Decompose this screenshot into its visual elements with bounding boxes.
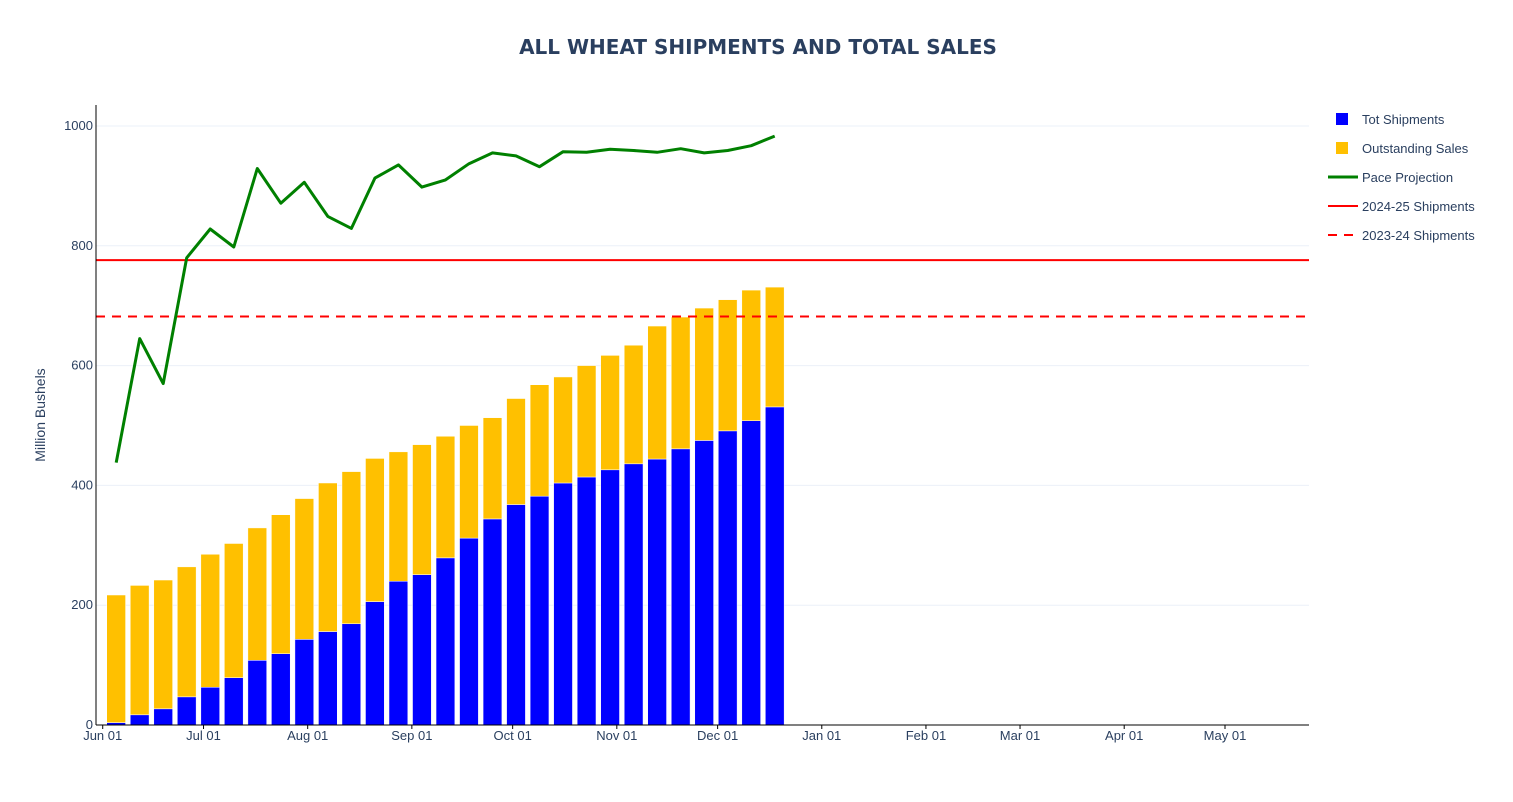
bar-tot-shipments [247,660,267,726]
bar-outstanding-sales [130,585,150,716]
bar-tot-shipments [482,518,503,726]
bar-tot-shipments [623,463,644,726]
x-tick-label: Feb 01 [906,728,946,743]
series-lines [114,134,776,463]
axes: 0 200 400 600 800 1000 Jun 01 Jul 01 Aug 01 Sep 0… [64,105,1309,743]
bar-tot-shipments [459,537,479,726]
bar-outstanding-sales [224,543,244,678]
x-tick-label: Jul 01 [186,728,221,743]
legend-label: 2024-25 Shipments [1362,199,1475,214]
chart-title: ALL WHEAT SHIPMENTS AND TOTAL SALES [519,35,997,59]
x-tick-label: Jan 01 [802,728,841,743]
bar-tot-shipments [529,495,550,726]
bar-tot-shipments [435,557,456,726]
bar-outstanding-sales [576,365,597,478]
x-tick-label: May 01 [1204,728,1247,743]
y-tick-label: 400 [71,477,93,492]
bar-tot-shipments [224,677,244,726]
bar-tot-shipments [553,482,573,726]
bar-outstanding-sales [741,289,761,421]
bar-outstanding-sales [388,451,409,582]
y-axis-label: Million Bushels [32,368,48,461]
x-tick-label: Oct 01 [494,728,532,743]
bar-outstanding-sales [459,425,479,539]
y-tick-label: 600 [71,358,93,373]
x-tick-label: Aug 01 [287,728,328,743]
bar-outstanding-sales [341,471,362,625]
bar-outstanding-sales [200,554,220,688]
bar-tot-shipments [506,504,526,726]
bar-outstanding-sales [671,316,691,450]
y-tick-label: 1000 [64,118,93,133]
bar-outstanding-sales [412,444,432,575]
bar-tot-shipments [130,714,150,726]
legend-label: Tot Shipments [1362,112,1445,127]
bar-tot-shipments [388,580,409,726]
bar-tot-shipments [718,430,738,726]
bar-outstanding-sales [623,344,644,465]
bar-outstanding-sales [177,566,197,698]
bar-outstanding-sales [553,376,573,484]
bar-outstanding-sales [294,498,314,640]
bar-tot-shipments [153,708,173,726]
bar-tot-shipments [694,440,714,726]
bar-outstanding-sales [271,514,291,654]
bar-outstanding-sales [694,307,714,441]
x-tick-label: Dec 01 [697,728,738,743]
legend: Tot Shipments Outstanding Sales Pace Proje… [1328,112,1475,243]
y-tick-label: 800 [71,238,93,253]
bar-tot-shipments [412,574,432,726]
bar-outstanding-sales [600,355,620,471]
bar-tot-shipments [365,601,385,726]
bar-outstanding-sales [106,594,126,723]
y-tick-label: 0 [86,717,93,732]
bars [106,286,785,726]
x-tick-label: Sep 01 [391,728,432,743]
bar-outstanding-sales [718,299,738,432]
bar-outstanding-sales [318,482,338,632]
legend-label: Pace Projection [1362,170,1453,185]
bar-tot-shipments [271,653,291,726]
reference-lines [96,259,1309,318]
x-tick-label: Nov 01 [596,728,637,743]
x-tick-label: Jun 01 [83,728,122,743]
bar-tot-shipments [294,639,314,726]
line-pace-projection [114,134,776,463]
bar-outstanding-sales [365,458,385,602]
x-tick-label: Apr 01 [1105,728,1143,743]
bar-outstanding-sales [529,384,550,497]
bar-tot-shipments [576,476,597,726]
y-tick-label: 200 [71,597,93,612]
bar-outstanding-sales [506,398,526,505]
bar-tot-shipments [318,631,338,726]
legend-swatch-0 [1336,113,1348,125]
bar-outstanding-sales [647,325,667,460]
bar-outstanding-sales [153,579,173,710]
bar-tot-shipments [600,469,620,726]
legend-swatch-1 [1336,142,1348,154]
bar-tot-shipments [671,448,691,726]
legend-label: 2023-24 Shipments [1362,228,1475,243]
x-tick-label: Mar 01 [1000,728,1040,743]
bar-outstanding-sales [247,527,267,661]
legend-label: Outstanding Sales [1362,141,1469,156]
bar-outstanding-sales [435,436,456,559]
bar-outstanding-sales [765,286,785,408]
bar-tot-shipments [177,696,197,726]
bar-tot-shipments [765,406,785,726]
bar-tot-shipments [200,687,220,726]
bar-outstanding-sales [482,417,503,520]
bar-tot-shipments [647,458,667,726]
bar-tot-shipments [741,420,761,726]
bar-tot-shipments [341,623,362,726]
